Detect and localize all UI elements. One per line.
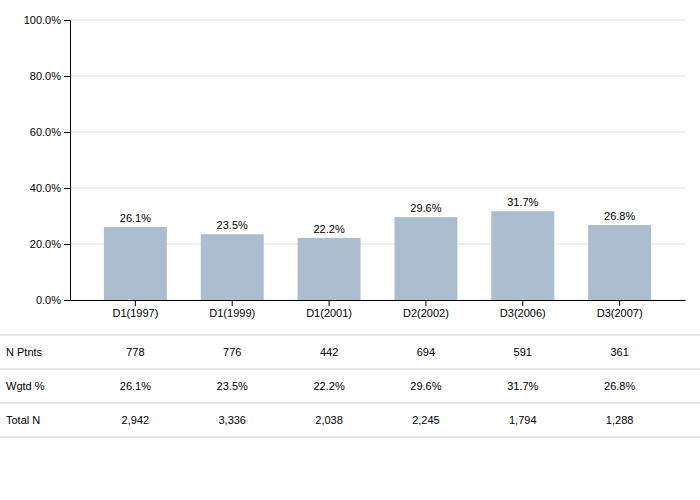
- tick: 80.0%: [30, 70, 70, 82]
- data-label: 31.7%: [507, 196, 538, 208]
- table-cell: 1,288: [606, 414, 634, 426]
- table-cell: 778: [126, 346, 144, 358]
- tick-label: D1(2001): [306, 307, 352, 319]
- bar: [394, 217, 457, 300]
- tick-label: 0.0%: [36, 294, 61, 306]
- tick-label: 80.0%: [30, 70, 61, 82]
- table-rule: [0, 403, 700, 404]
- tick-label: D3(2007): [597, 307, 643, 319]
- bar: [491, 211, 554, 300]
- bar: [588, 225, 651, 300]
- tick: 0.0%: [36, 294, 70, 306]
- tick: 20.0%: [30, 238, 70, 250]
- table-rule: [0, 335, 700, 336]
- tick: D3(2006): [500, 300, 546, 319]
- tick-label: D2(2002): [403, 307, 449, 319]
- tick-mark: [135, 300, 136, 306]
- table-cell: 29.6%: [410, 380, 441, 392]
- tick-label: D1(1999): [209, 307, 255, 319]
- tick-mark: [64, 20, 70, 21]
- table: N Ptnts Wgtd % Total N 778 776 442 694 591 361 26…: [0, 335, 700, 437]
- grid-line: [70, 20, 685, 21]
- table-cell: 2,942: [122, 414, 150, 426]
- tick-mark: [329, 300, 330, 306]
- x-axis: D1(1997) D1(1999) D1(2001) D2(2002) D3(2006)…: [71, 300, 686, 319]
- tick: D1(2001): [306, 300, 352, 319]
- data-labels: 26.1% 23.5% 22.2% 29.6% 31.7% 26.8%: [120, 196, 636, 235]
- tick-label: 40.0%: [30, 182, 61, 194]
- tick-mark: [64, 132, 70, 133]
- table-cell: 442: [320, 346, 338, 358]
- table-cell: 694: [417, 346, 435, 358]
- table-cell: 26.8%: [604, 380, 635, 392]
- table-cell: 26.1%: [120, 380, 151, 392]
- tick-label: D3(2006): [500, 307, 546, 319]
- tick: 40.0%: [30, 182, 70, 194]
- chart: 26.1% 23.5% 22.2% 29.6% 31.7% 26.8% 0.0% 20.0% 4…: [0, 0, 700, 500]
- tick-mark: [64, 244, 70, 245]
- data-label: 22.2%: [313, 223, 344, 235]
- bar: [104, 227, 167, 300]
- tick-label: 60.0%: [30, 126, 61, 138]
- table-row-label: Total N: [6, 414, 40, 426]
- table-cell: 3,336: [218, 414, 246, 426]
- table-cell: 22.2%: [313, 380, 344, 392]
- bar: [201, 234, 264, 300]
- table-cell: 31.7%: [507, 380, 538, 392]
- table-rule: [0, 369, 700, 370]
- tick-mark: [64, 76, 70, 77]
- data-label: 23.5%: [217, 219, 248, 231]
- tick: D1(1999): [209, 300, 255, 319]
- table-row-label: Wgtd %: [6, 380, 45, 392]
- data-label: 29.6%: [410, 202, 441, 214]
- grid-line: [70, 132, 685, 133]
- axis-line: [71, 300, 686, 301]
- table-cell: 2,038: [315, 414, 343, 426]
- axis-line: [64, 21, 71, 301]
- tick-mark: [522, 300, 523, 306]
- grid: [70, 20, 685, 300]
- plot: 26.1% 23.5% 22.2% 29.6% 31.7% 26.8% 0.0% 20.0% 4…: [24, 14, 686, 319]
- tick-mark: [64, 300, 70, 301]
- tick: D1(1997): [112, 300, 158, 319]
- table-cell: 361: [610, 346, 628, 358]
- tick: D3(2007): [597, 300, 643, 319]
- tick: D2(2002): [403, 300, 449, 319]
- grid-line: [70, 188, 685, 189]
- grid-line: [70, 76, 685, 77]
- tick-mark: [425, 300, 426, 306]
- tick-mark: [619, 300, 620, 306]
- tick: 100.0%: [24, 14, 70, 26]
- table-cell: 2,245: [412, 414, 440, 426]
- table-rule: [0, 437, 700, 438]
- tick-label: 100.0%: [24, 14, 62, 26]
- table-cell: 23.5%: [217, 380, 248, 392]
- tick-mark: [232, 300, 233, 306]
- tick-label: 20.0%: [30, 238, 61, 250]
- tick-label: D1(1997): [112, 307, 158, 319]
- y-axis: 0.0% 20.0% 40.0% 60.0% 80.0% 100.0%: [24, 14, 71, 306]
- table-cell: 591: [514, 346, 532, 358]
- table-cell: 1,794: [509, 414, 537, 426]
- table-cell: 776: [223, 346, 241, 358]
- tick: 60.0%: [30, 126, 70, 138]
- bars: [104, 211, 651, 300]
- bar: [298, 238, 361, 300]
- tick-mark: [64, 188, 70, 189]
- table-row-label: N Ptnts: [6, 346, 43, 358]
- data-label: 26.8%: [604, 210, 635, 222]
- data-label: 26.1%: [120, 212, 151, 224]
